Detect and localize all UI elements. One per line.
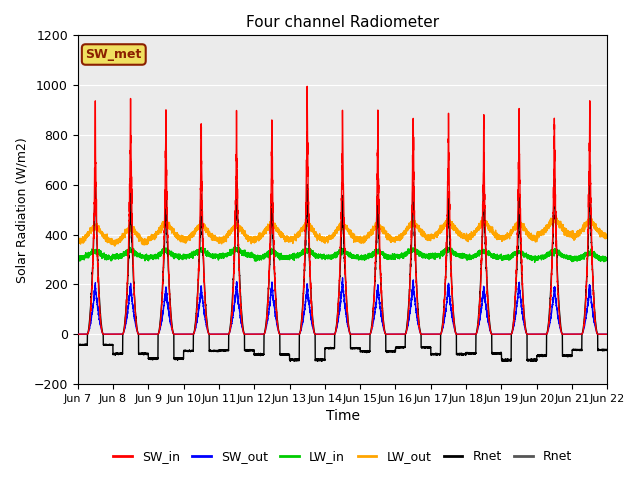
LW_out	[550, 213, 558, 218]
X-axis label: Time: Time	[326, 409, 360, 423]
Rnet	[461, 351, 468, 357]
LW_in	[476, 252, 484, 257]
Rnet	[254, 351, 262, 357]
Line: LW_in: LW_in	[77, 246, 607, 263]
Title: Four channel Radiometer: Four channel Radiometer	[246, 15, 439, 30]
SW_out	[581, 319, 589, 325]
LW_in	[581, 252, 589, 257]
SW_in	[461, 331, 468, 337]
LW_in	[232, 243, 239, 249]
LW_in	[604, 258, 611, 264]
LW_out	[581, 222, 589, 228]
Y-axis label: Solar Radiation (W/m2): Solar Radiation (W/m2)	[15, 137, 28, 283]
LW_out	[476, 226, 484, 231]
Line: LW_out: LW_out	[77, 216, 607, 246]
LW_in	[575, 256, 582, 262]
Rnet	[551, 176, 559, 181]
LW_in	[254, 252, 262, 258]
LW_in	[531, 260, 538, 265]
LW_in	[461, 252, 468, 257]
SW_out	[604, 331, 611, 337]
Line: Rnet: Rnet	[77, 179, 607, 361]
Line: SW_out: SW_out	[77, 278, 607, 334]
LW_out	[254, 236, 262, 242]
SW_in	[575, 331, 582, 337]
LW_in	[324, 253, 332, 259]
SW_out	[575, 331, 582, 337]
LW_out	[111, 243, 118, 249]
Rnet	[324, 345, 332, 351]
LW_out	[324, 235, 332, 240]
SW_out	[339, 275, 346, 281]
LW_in	[74, 254, 81, 260]
Rnet	[476, 294, 484, 300]
SW_in	[581, 306, 589, 312]
SW_out	[74, 331, 81, 337]
SW_in	[254, 331, 262, 337]
SW_in	[476, 299, 484, 305]
Rnet	[317, 359, 325, 364]
SW_out	[254, 331, 262, 337]
SW_out	[476, 317, 484, 323]
SW_out	[324, 331, 332, 337]
SW_in	[74, 331, 81, 337]
Line: SW_in: SW_in	[77, 86, 607, 334]
Rnet	[581, 302, 589, 308]
Rnet	[74, 342, 81, 348]
SW_in	[604, 331, 611, 337]
Text: SW_met: SW_met	[86, 48, 142, 61]
SW_in	[324, 331, 332, 337]
LW_out	[74, 239, 81, 245]
LW_out	[461, 235, 468, 240]
Rnet	[604, 347, 611, 352]
LW_out	[575, 232, 582, 238]
SW_in	[303, 84, 311, 89]
Rnet	[575, 348, 582, 353]
LW_out	[604, 234, 611, 240]
Legend: SW_in, SW_out, LW_in, LW_out, Rnet, Rnet: SW_in, SW_out, LW_in, LW_out, Rnet, Rnet	[108, 445, 577, 468]
SW_out	[461, 331, 468, 337]
